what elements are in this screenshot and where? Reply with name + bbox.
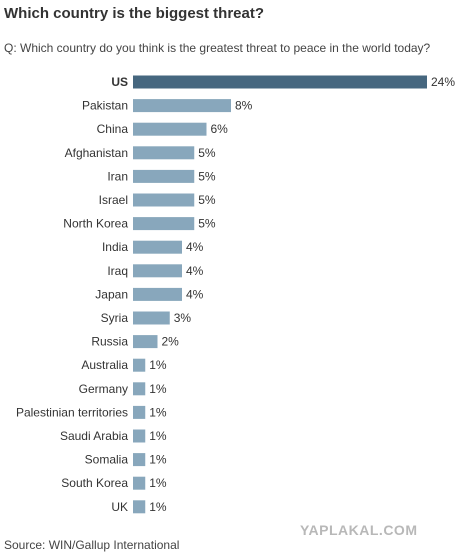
category-label: Palestinian territories <box>16 405 128 419</box>
category-label: Iran <box>107 169 128 183</box>
category-label: Japan <box>95 287 128 301</box>
category-label: North Korea <box>63 217 128 231</box>
value-label: 3% <box>174 311 192 325</box>
value-label: 1% <box>149 453 167 467</box>
bar <box>133 382 146 396</box>
bar-chart: US 24% Pakistan 8% China 6% Afghanistan 5% Iran 5… <box>16 75 455 514</box>
bar <box>133 311 170 325</box>
category-label: Pakistan <box>82 99 128 113</box>
watermark: YAPLAKAL.COM <box>300 522 418 538</box>
bar <box>133 99 231 113</box>
bar <box>133 476 146 490</box>
category-label: Russia <box>91 335 128 349</box>
bar <box>133 146 195 160</box>
category-label: Iraq <box>107 264 128 278</box>
survey-question: Q: Which country do you think is the gre… <box>4 41 431 55</box>
value-label: 1% <box>149 405 167 419</box>
bar <box>133 240 182 254</box>
bar <box>133 75 427 89</box>
value-label: 2% <box>162 335 180 349</box>
category-label: US <box>111 75 128 89</box>
value-label: 4% <box>186 287 204 301</box>
category-label: Somalia <box>85 453 129 467</box>
category-label: Afghanistan <box>65 146 128 160</box>
bar <box>133 429 146 443</box>
value-label: 5% <box>198 193 216 207</box>
bar <box>133 358 146 372</box>
category-label: Germany <box>79 382 128 396</box>
bar <box>133 122 207 136</box>
bar <box>133 335 158 349</box>
value-label: 1% <box>149 358 167 372</box>
source-note: Source: WIN/Gallup International <box>4 538 180 552</box>
category-label: China <box>97 122 129 136</box>
bar <box>133 217 195 231</box>
value-label: 1% <box>149 382 167 396</box>
value-label: 6% <box>211 122 229 136</box>
value-label: 24% <box>431 75 455 89</box>
value-label: 1% <box>149 476 167 490</box>
value-label: 5% <box>198 217 216 231</box>
value-label: 5% <box>198 146 216 160</box>
bar <box>133 193 195 207</box>
bar <box>133 264 182 278</box>
value-label: 1% <box>149 500 167 514</box>
value-label: 1% <box>149 429 167 443</box>
value-label: 5% <box>198 169 216 183</box>
value-label: 4% <box>186 264 204 278</box>
value-label: 4% <box>186 240 204 254</box>
bar <box>133 500 146 514</box>
bar <box>133 453 146 467</box>
category-label: Australia <box>81 358 128 372</box>
category-label: Saudi Arabia <box>60 429 128 443</box>
category-label: India <box>102 240 128 254</box>
value-label: 8% <box>235 99 253 113</box>
bar <box>133 169 195 183</box>
category-label: South Korea <box>61 476 128 490</box>
bar <box>133 405 146 419</box>
category-label: Syria <box>101 311 129 325</box>
category-label: UK <box>111 500 128 514</box>
category-label: Israel <box>99 193 128 207</box>
chart-title: Which country is the biggest threat? <box>4 5 265 22</box>
bar <box>133 287 182 301</box>
